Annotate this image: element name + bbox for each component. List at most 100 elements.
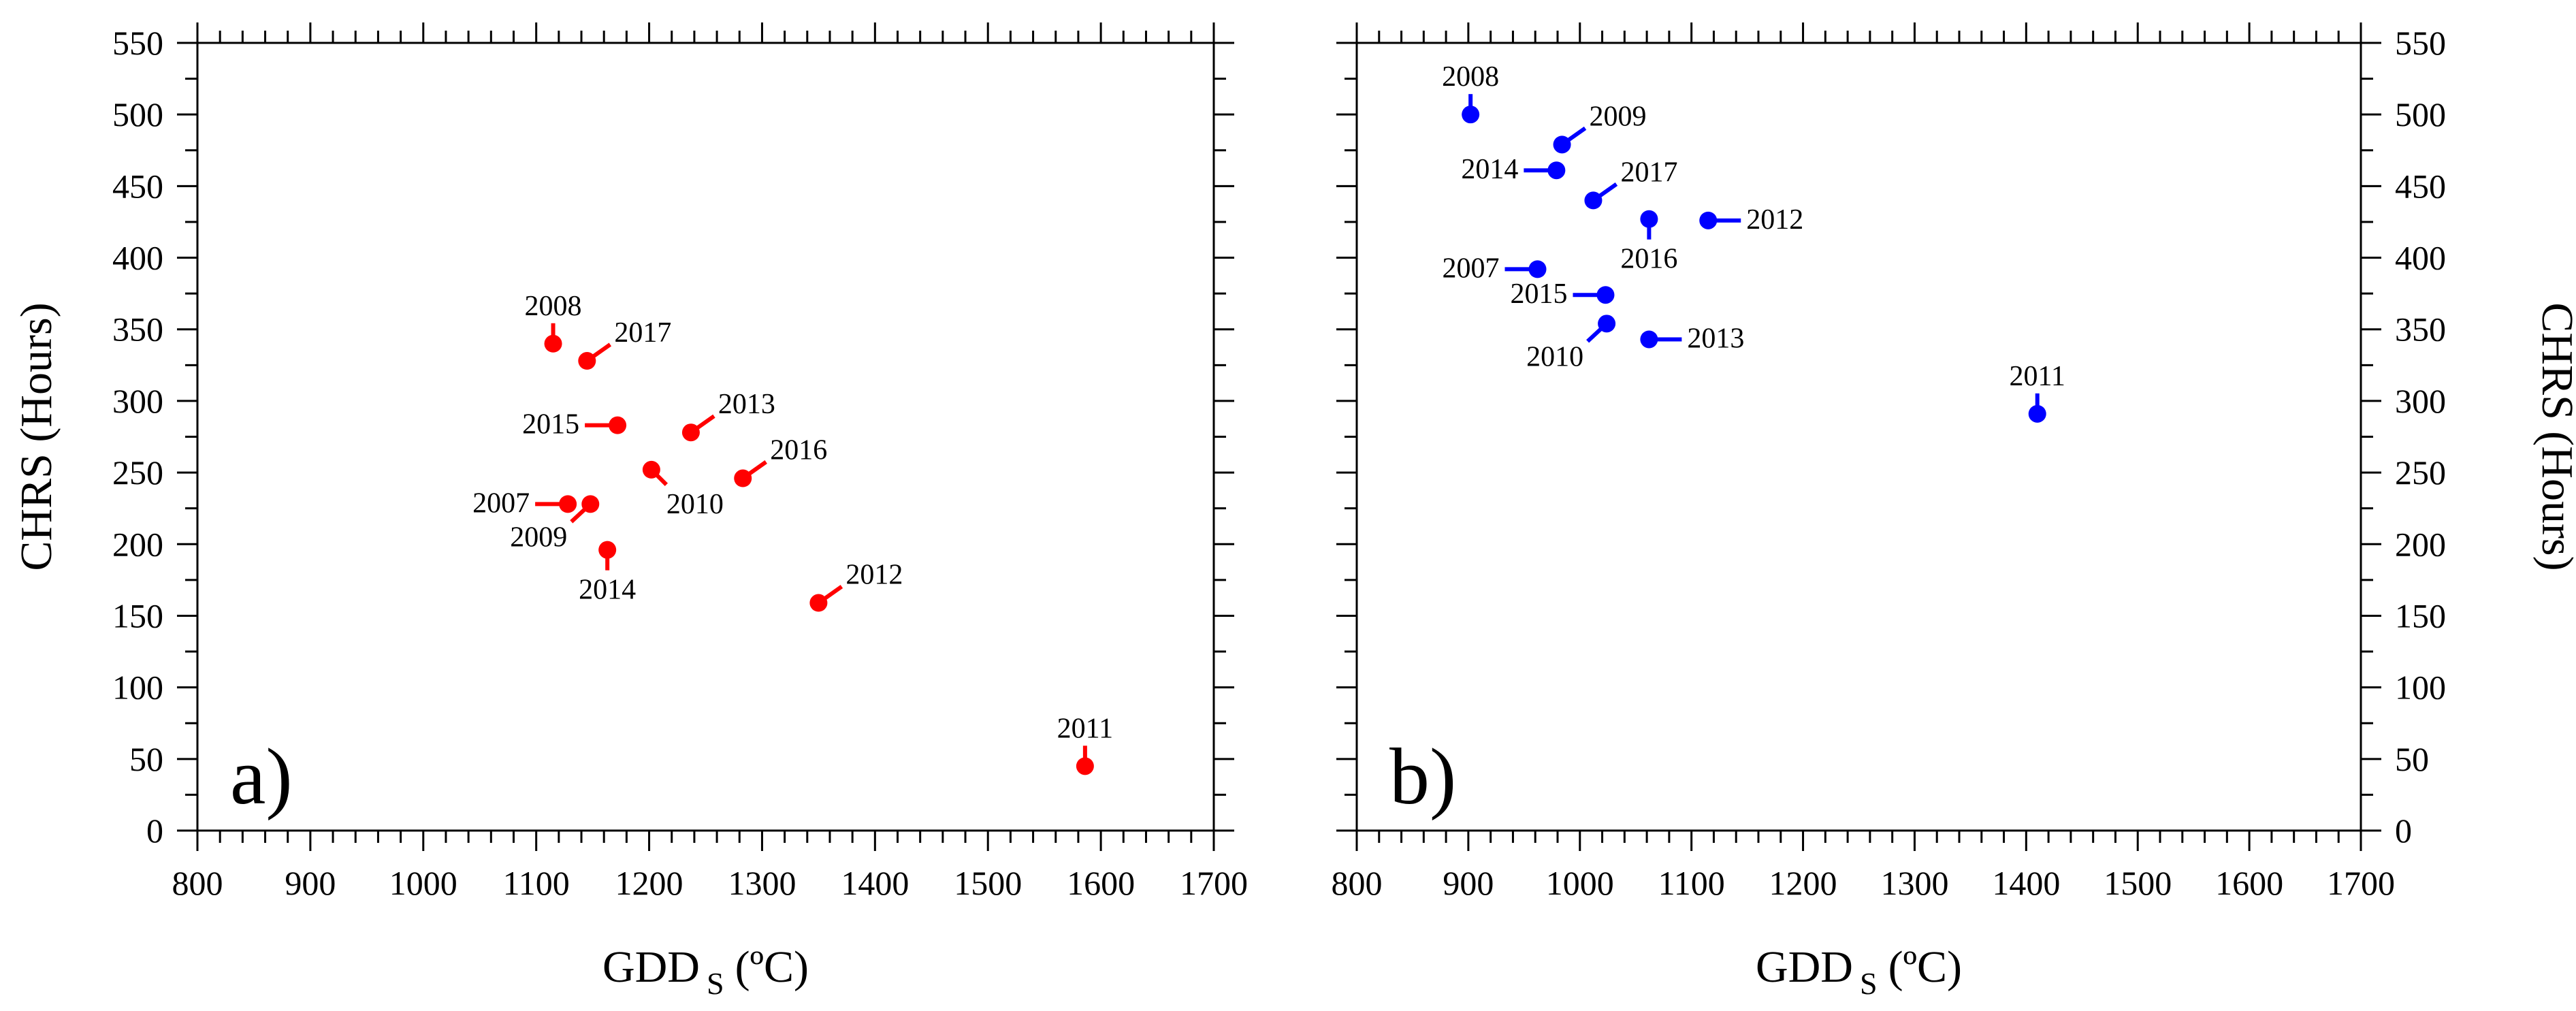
point-label: 2015 xyxy=(522,409,579,440)
x-tick-label: 1600 xyxy=(2215,864,2283,902)
panel-label: a) xyxy=(230,732,293,821)
data-point xyxy=(1076,757,1094,775)
point-label: 2008 xyxy=(1442,61,1499,93)
y-tick-label: 350 xyxy=(112,310,163,349)
x-tick-label: 1500 xyxy=(2104,864,2172,902)
y-axis-title: CHRS (Hours) xyxy=(12,302,61,571)
x-tick-label: 1700 xyxy=(2327,864,2395,902)
point-label: 2008 xyxy=(525,291,582,322)
point-label: 2009 xyxy=(1590,101,1647,132)
point-label: 2011 xyxy=(1057,713,1113,744)
data-point xyxy=(598,541,617,559)
x-axis-title-subscript: S xyxy=(707,966,724,1001)
point-label: 2016 xyxy=(1620,244,1677,275)
panel-label: b) xyxy=(1389,732,1456,821)
data-point xyxy=(1699,211,1718,229)
y-tick-label: 450 xyxy=(2395,167,2446,205)
x-tick-label: 1300 xyxy=(1880,864,1948,902)
x-axis-title: GDD S (ºC) xyxy=(602,942,809,1001)
y-axis-title: CHRS (Hours) xyxy=(2532,302,2576,571)
y-tick-label: 250 xyxy=(2395,453,2446,492)
y-tick-label: 550 xyxy=(2395,24,2446,62)
data-point xyxy=(609,416,627,434)
data-point xyxy=(681,423,700,442)
data-point xyxy=(734,469,752,487)
x-tick-label: 1200 xyxy=(1769,864,1837,902)
point-label: 2010 xyxy=(666,489,724,520)
y-tick-label: 200 xyxy=(2395,525,2446,563)
y-tick-label: 150 xyxy=(2395,596,2446,635)
x-tick-label: 1600 xyxy=(1067,864,1135,902)
data-point xyxy=(1547,161,1566,180)
y-tick-label: 450 xyxy=(112,167,163,205)
y-tick-label: 50 xyxy=(129,740,163,778)
x-tick-label: 800 xyxy=(172,864,223,902)
data-point xyxy=(1598,315,1616,333)
y-tick-label: 400 xyxy=(2395,239,2446,277)
x-axis-title-unit: (ºC) xyxy=(735,942,809,992)
x-tick-label: 900 xyxy=(285,864,336,902)
y-tick-label: 500 xyxy=(2395,95,2446,133)
data-point xyxy=(1553,135,1571,154)
y-tick-label: 100 xyxy=(2395,669,2446,707)
x-axis-title-main: GDD xyxy=(1756,942,1853,992)
y-tick-label: 500 xyxy=(112,95,163,133)
data-point xyxy=(809,594,828,612)
y-tick-label: 550 xyxy=(112,24,163,62)
y-tick-label: 100 xyxy=(112,669,163,707)
y-tick-label: 250 xyxy=(112,453,163,492)
data-point xyxy=(581,495,600,513)
point-label: 2010 xyxy=(1526,341,1583,372)
y-tick-label: 300 xyxy=(2395,382,2446,420)
data-point xyxy=(578,352,596,370)
x-tick-label: 1000 xyxy=(1546,864,1614,902)
point-label: 2012 xyxy=(846,560,903,591)
y-tick-label: 50 xyxy=(2395,740,2429,778)
x-tick-label: 1200 xyxy=(615,864,683,902)
point-label: 2012 xyxy=(1746,204,1803,236)
data-point xyxy=(1584,191,1603,210)
data-point xyxy=(544,334,562,353)
x-axis-title-subscript: S xyxy=(1860,966,1878,1001)
point-label: 2009 xyxy=(510,521,567,553)
x-tick-label: 1100 xyxy=(503,864,570,902)
x-tick-label: 1100 xyxy=(1658,864,1725,902)
data-point xyxy=(642,460,660,479)
x-axis-title-unit: (ºC) xyxy=(1888,942,1962,992)
x-tick-label: 1400 xyxy=(1992,864,2060,902)
y-tick-label: 400 xyxy=(112,239,163,277)
x-tick-label: 1400 xyxy=(841,864,909,902)
point-label: 2015 xyxy=(1510,278,1567,310)
x-axis-title-main: GDD xyxy=(602,942,700,992)
data-point xyxy=(1640,210,1658,228)
point-label: 2014 xyxy=(579,575,636,606)
x-tick-label: 1700 xyxy=(1180,864,1248,902)
data-point xyxy=(1528,260,1547,278)
y-tick-label: 0 xyxy=(146,812,163,850)
panel-a: 800 900 1000 1100 1200 1300 1400 1500 1600 1700 0 5… xyxy=(12,22,1248,1001)
point-label: 2011 xyxy=(2009,361,2065,392)
data-point xyxy=(2028,404,2046,423)
point-label: 2014 xyxy=(1461,154,1518,185)
y-tick-label: 300 xyxy=(112,382,163,420)
data-point xyxy=(1596,286,1615,304)
point-label: 2017 xyxy=(1620,157,1677,188)
x-tick-label: 800 xyxy=(1332,864,1383,902)
x-tick-label: 1000 xyxy=(389,864,457,902)
x-tick-label: 900 xyxy=(1443,864,1494,902)
point-label: 2007 xyxy=(472,487,530,519)
point-label: 2007 xyxy=(1443,253,1500,284)
data-point xyxy=(1462,106,1480,124)
data-point xyxy=(559,495,577,513)
point-label: 2013 xyxy=(718,389,775,420)
x-axis-title: GDD S (ºC) xyxy=(1756,942,1962,1001)
point-label: 2017 xyxy=(614,317,671,349)
x-tick-label: 1500 xyxy=(954,864,1022,902)
point-label: 2016 xyxy=(770,435,827,466)
x-tick-label: 1300 xyxy=(728,864,796,902)
y-tick-label: 0 xyxy=(2395,812,2412,850)
y-tick-label: 150 xyxy=(112,596,163,635)
y-tick-label: 200 xyxy=(112,525,163,563)
